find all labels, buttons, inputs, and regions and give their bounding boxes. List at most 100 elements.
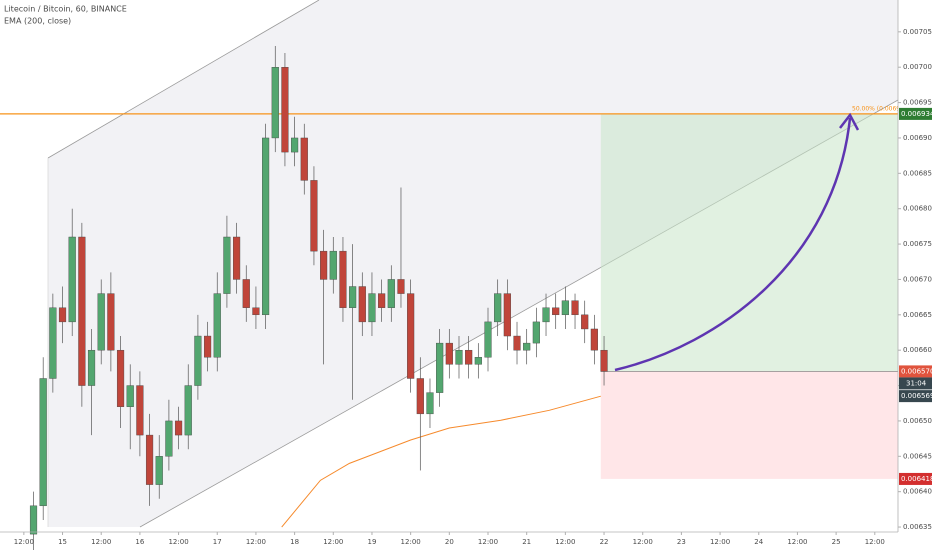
price-label: 0.006934 [901, 110, 932, 118]
candle-body [590, 328, 598, 351]
candle-body [223, 236, 231, 294]
candle-body [474, 357, 482, 365]
chart-title: Litecoin / Bitcoin, 60, BINANCE [4, 5, 127, 14]
x-tick-label: 16 [135, 538, 144, 546]
candle-body [581, 314, 589, 330]
candle-body [291, 137, 299, 153]
candle-body [329, 250, 337, 280]
candle-body [445, 342, 453, 365]
x-tick-label: 20 [445, 538, 454, 546]
candle-body [378, 293, 386, 308]
candle-body [503, 293, 511, 337]
countdown: 31:04 [906, 379, 927, 387]
candle-body [571, 300, 579, 316]
x-tick-label: 12:00 [91, 538, 111, 546]
candle-body [49, 307, 57, 379]
x-tick-label: 12:00 [787, 538, 807, 546]
candle-body [145, 434, 154, 485]
candle-body [174, 420, 183, 436]
candle-body [116, 349, 125, 407]
target-zone [600, 113, 898, 372]
candle-body [542, 307, 550, 323]
candle-body [455, 349, 463, 365]
candle-body [407, 293, 415, 379]
candle-body [213, 293, 221, 358]
x-tick-label: 22 [600, 538, 609, 546]
candle-body [358, 286, 366, 323]
arrow [614, 117, 852, 372]
candle-body [494, 293, 502, 323]
candle-body [68, 236, 76, 323]
channel-upper [47, 0, 320, 159]
price-label: 0.006569 [901, 392, 932, 400]
candle-body [484, 321, 492, 358]
candle-body [300, 137, 308, 181]
candle-body [39, 378, 47, 507]
stop-zone [600, 371, 898, 479]
x-tick-label: 12:00 [401, 538, 421, 546]
legend-entry: EMA (200, close) [4, 17, 71, 26]
candle-body [349, 286, 357, 308]
candle-body [465, 349, 473, 365]
axes: 0.0063500.0064000.0064500.0065000.006550… [14, 28, 932, 546]
candle-body [523, 342, 531, 351]
x-tick-label: 25 [832, 538, 841, 546]
plot: 50.00% (0.006936) [0, 45, 910, 550]
countdown-box [899, 377, 932, 390]
candle-body [262, 137, 270, 316]
candle-body [368, 293, 376, 323]
candle-body [532, 321, 540, 344]
arrow-head [839, 112, 860, 131]
candle-body [320, 250, 328, 280]
x-tick-label: 12:00 [555, 538, 575, 546]
candle-body [416, 378, 424, 415]
candle-body [126, 385, 134, 407]
candle-body [58, 307, 67, 323]
candle-body [397, 279, 405, 294]
candle-body [194, 335, 202, 386]
candle-body [339, 250, 347, 308]
y-axis-bg [898, 0, 932, 550]
candle-body [184, 385, 192, 436]
x-tick-label: 12:00 [168, 538, 188, 546]
price-label-box [899, 472, 932, 485]
x-tick-label: 18 [290, 538, 299, 546]
price-label-box [899, 390, 932, 403]
candle-body [29, 505, 38, 535]
x-tick-label: 15 [58, 538, 67, 546]
candle-body [552, 307, 560, 316]
candle-body [252, 307, 260, 316]
x-tick-label: 12:00 [633, 538, 653, 546]
candle-body [436, 342, 444, 393]
candle-body [271, 67, 279, 139]
candle-body [136, 385, 144, 436]
candle-body [155, 456, 163, 485]
price-label-box [899, 365, 932, 378]
candle-body [600, 349, 608, 372]
x-tick-label: 12:00 [323, 538, 343, 546]
candle-body [233, 236, 241, 280]
candle-body [78, 236, 86, 386]
x-tick-label: 12:00 [710, 538, 730, 546]
candle-body [107, 293, 115, 351]
candle-body [513, 335, 521, 351]
candle-body [165, 420, 173, 457]
x-tick-label: 21 [522, 538, 531, 546]
x-tick-label: 12:00 [14, 538, 34, 546]
x-tick-label: 17 [213, 538, 222, 546]
x-tick-label: 12:00 [865, 538, 885, 546]
y-tick-label: 0.007050 [903, 28, 932, 36]
price-label: 0.006570 [901, 367, 932, 375]
x-tick-label: 12:00 [246, 538, 266, 546]
